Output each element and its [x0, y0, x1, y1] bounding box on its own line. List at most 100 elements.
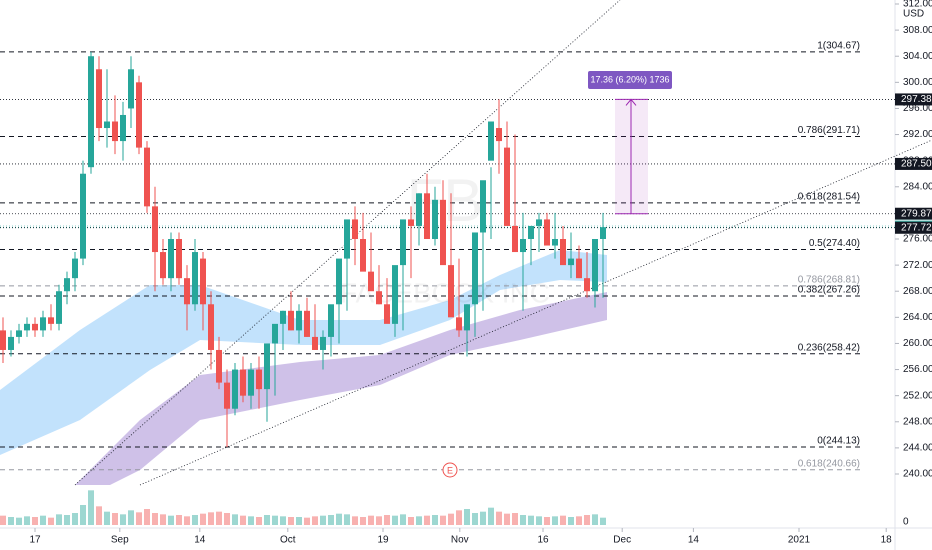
candle-body — [464, 304, 470, 331]
volume-bar — [472, 513, 478, 525]
volume-bar — [192, 515, 198, 525]
candle-body — [16, 330, 22, 337]
candle-body — [576, 258, 582, 279]
volume-bar — [224, 513, 230, 525]
candle-body — [80, 173, 86, 259]
volume-bar — [448, 513, 454, 525]
volume-bar — [488, 507, 494, 525]
candle-body — [256, 369, 262, 390]
candle-body — [56, 291, 62, 324]
x-tick-label: 2021 — [788, 535, 811, 546]
candle-body — [232, 369, 238, 409]
volume-bar — [352, 516, 358, 525]
volume-bar — [208, 512, 214, 525]
volume-bar — [384, 515, 390, 525]
volume-bar — [0, 515, 6, 525]
candle-body — [288, 310, 294, 331]
x-tick-label: 19 — [377, 535, 389, 546]
volume-bar — [216, 511, 222, 525]
candle-body — [136, 82, 142, 148]
volume-bar — [536, 516, 542, 525]
y-tick-label: 268.00 — [903, 286, 932, 297]
candle-body — [544, 219, 550, 246]
earnings-label: E — [447, 465, 453, 475]
volume-bar — [168, 515, 174, 525]
candle-body — [400, 219, 406, 266]
candle-body — [152, 206, 158, 253]
volume-bar — [360, 517, 366, 525]
y-tick-label: 240.00 — [903, 469, 932, 480]
earnings-marker — [442, 462, 458, 478]
candle-body — [40, 317, 46, 331]
volume-bar — [128, 510, 134, 525]
candle-body — [312, 336, 318, 350]
volume-bar — [496, 511, 502, 525]
volume-bar — [40, 515, 46, 525]
volume-tick-label: 0 — [903, 517, 909, 528]
volume-bar — [136, 512, 142, 525]
candle-body — [368, 271, 374, 292]
candle-body — [120, 114, 126, 142]
y-tick-label: 312.00 — [903, 0, 932, 10]
volume-bar — [88, 490, 94, 525]
fib-level-label: 0(244.13) — [817, 436, 860, 447]
volume-bar — [560, 515, 566, 525]
candle-body — [480, 180, 486, 233]
candle-body — [104, 121, 110, 129]
measure-arrowhead — [625, 98, 637, 106]
volume-bar — [64, 515, 70, 525]
volume-bar — [120, 514, 126, 525]
volume-bar — [504, 513, 510, 525]
candle-body — [344, 219, 350, 259]
volume-bar — [464, 509, 470, 525]
volume-bar — [584, 515, 590, 525]
y-tick-label: 276.00 — [903, 234, 932, 245]
volume-bar — [112, 513, 118, 525]
volume-bar — [312, 516, 318, 525]
fib-level-label: 0.618(281.54) — [798, 191, 860, 202]
candle-body — [384, 304, 390, 324]
candle-body — [512, 225, 518, 253]
volume-bar — [280, 516, 286, 525]
volume-bar — [240, 515, 246, 525]
candle-body — [304, 310, 310, 337]
y-tick-label: 284.00 — [903, 181, 932, 192]
candle-body — [128, 69, 134, 109]
candle-body — [592, 239, 598, 292]
volume-bar — [400, 514, 406, 525]
y-tick-label: 272.00 — [903, 260, 932, 271]
volume-bar — [328, 515, 334, 525]
candle-body — [504, 147, 510, 226]
volume-bar — [368, 515, 374, 525]
measure-label: 17.36 (6.20%) 1736 — [590, 74, 669, 84]
candle-body — [408, 219, 414, 226]
candle-body — [240, 369, 246, 396]
y-tick-label: 296.00 — [903, 103, 932, 114]
candle-body — [112, 121, 118, 142]
y-tick-label: 248.00 — [903, 416, 932, 427]
price-tag — [895, 93, 932, 106]
candle-body — [440, 199, 446, 266]
volume-bar — [568, 517, 574, 525]
candle-body — [248, 369, 254, 396]
price-tag-label: 297.38 — [901, 94, 932, 105]
x-tick-label: Oct — [280, 535, 296, 546]
volume-bar — [600, 517, 606, 525]
volume-bar — [32, 517, 38, 525]
volume-bar — [24, 516, 30, 525]
candle-body — [560, 239, 566, 266]
candle-body — [456, 317, 462, 331]
candle-body — [568, 258, 574, 266]
candle-body — [8, 336, 14, 350]
candle-body — [88, 56, 94, 168]
y-tick-label: 256.00 — [903, 364, 932, 375]
volume-bar — [296, 517, 302, 525]
candle-body — [392, 265, 398, 324]
candle-body — [168, 239, 174, 279]
measure-label-bg — [588, 71, 672, 89]
candle-body — [328, 304, 334, 337]
y-tick-label: 308.00 — [903, 25, 932, 36]
x-tick-label: 16 — [537, 535, 549, 546]
candle-body — [192, 252, 198, 305]
